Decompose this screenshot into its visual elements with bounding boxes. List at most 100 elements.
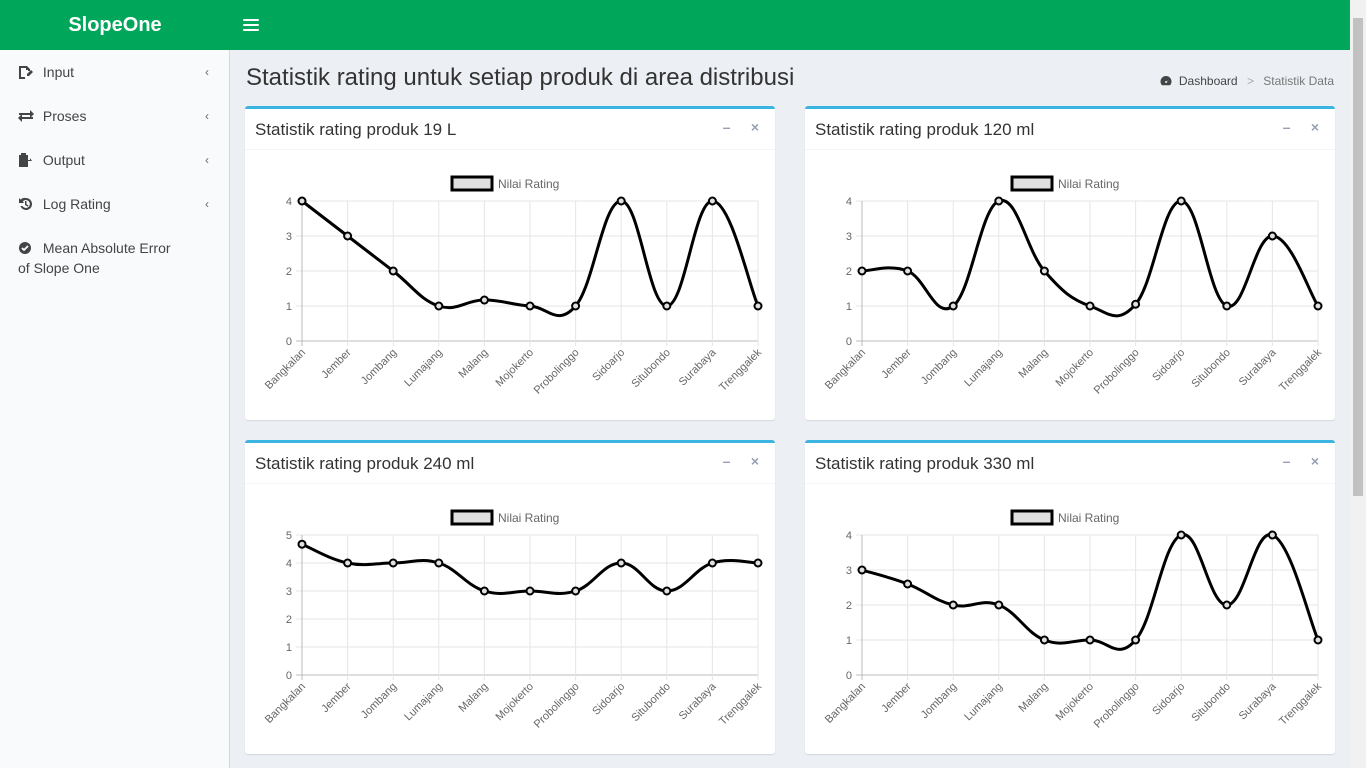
data-point[interactable] <box>707 558 717 568</box>
data-point[interactable] <box>1313 301 1323 311</box>
data-point[interactable] <box>297 196 307 206</box>
data-point[interactable] <box>1222 600 1232 610</box>
data-point[interactable] <box>616 196 626 206</box>
x-tick-label: Sidoarjo <box>590 347 627 384</box>
x-tick-label: Bangkalan <box>263 681 308 726</box>
sidebar-item-output[interactable]: Output ‹ <box>0 138 229 182</box>
x-tick-label: Malang <box>1017 681 1051 715</box>
x-tick-label: Jombang <box>919 347 959 387</box>
data-point[interactable] <box>857 565 867 575</box>
data-point[interactable] <box>1085 301 1095 311</box>
data-point[interactable] <box>662 301 672 311</box>
exchange-icon <box>18 110 34 122</box>
chart-box-19l: Statistik rating produk 19 L – × Nilai R… <box>245 106 775 420</box>
data-point[interactable] <box>753 301 763 311</box>
legend-label: Nilai Rating <box>1058 177 1119 191</box>
chart-legend[interactable]: Nilai Rating <box>1010 509 1119 526</box>
y-tick-label: 4 <box>846 530 852 542</box>
data-point[interactable] <box>297 539 307 549</box>
y-tick-label: 0 <box>846 670 852 682</box>
data-point[interactable] <box>903 579 913 589</box>
data-point[interactable] <box>948 301 958 311</box>
data-point[interactable] <box>948 600 958 610</box>
line-chart: Nilai Rating 0 1 2 3 4 5 Bangkalan Jember Jombang… <box>263 509 764 731</box>
chart-grid <box>856 534 1319 680</box>
data-point[interactable] <box>388 266 398 276</box>
data-point[interactable] <box>1131 299 1141 309</box>
sidebar-item-input[interactable]: Input ‹ <box>0 50 229 94</box>
data-point[interactable] <box>1267 530 1277 540</box>
data-point[interactable] <box>1039 635 1049 645</box>
sidebar-item-mae[interactable]: Mean Absolute Error of Slope One <box>0 226 229 286</box>
x-tick-label: Probolinggo <box>1092 681 1142 731</box>
chart-box-240ml: Statistik rating produk 240 ml – × Nilai… <box>245 440 775 754</box>
data-point[interactable] <box>1176 530 1186 540</box>
x-tick-label: Lumajang <box>962 681 1005 724</box>
y-tick-label: 5 <box>286 530 292 542</box>
data-point[interactable] <box>343 558 353 568</box>
breadcrumb: Dashboard > Statistik Data <box>1160 74 1334 88</box>
sidebar-item-log-rating[interactable]: Log Rating ‹ <box>0 182 229 226</box>
data-point[interactable] <box>857 266 867 276</box>
data-point[interactable] <box>1222 301 1232 311</box>
x-tick-label: Jember <box>319 680 354 715</box>
data-point[interactable] <box>1267 231 1277 241</box>
minimize-icon[interactable]: – <box>1282 119 1291 135</box>
data-point[interactable] <box>571 586 581 596</box>
data-point[interactable] <box>479 295 489 305</box>
data-point[interactable] <box>1313 635 1323 645</box>
close-icon[interactable]: × <box>750 119 760 135</box>
x-tick-label: Surabaya <box>677 346 719 388</box>
legend-label: Nilai Rating <box>498 511 559 525</box>
data-point[interactable] <box>903 266 913 276</box>
x-tick-label: Probolinggo <box>532 681 582 731</box>
legend-label: Nilai Rating <box>498 177 559 191</box>
data-point[interactable] <box>1085 635 1095 645</box>
data-point[interactable] <box>1039 266 1049 276</box>
box-header: Statistik rating produk 330 ml – × <box>805 443 1335 484</box>
x-tick-label: Probolinggo <box>532 347 582 397</box>
data-point[interactable] <box>1176 196 1186 206</box>
breadcrumb-home-link[interactable]: Dashboard <box>1178 74 1238 88</box>
x-tick-label: Mojokerto <box>493 347 536 390</box>
x-tick-label: Probolinggo <box>1092 347 1142 397</box>
data-point[interactable] <box>571 301 581 311</box>
page-scrollbar[interactable] <box>1350 0 1366 768</box>
close-icon[interactable]: × <box>750 453 760 469</box>
scrollbar-thumb[interactable] <box>1353 18 1363 496</box>
y-tick-label: 1 <box>286 642 292 654</box>
data-point[interactable] <box>753 558 763 568</box>
minimize-icon[interactable]: – <box>722 119 731 135</box>
data-point[interactable] <box>388 558 398 568</box>
data-point[interactable] <box>434 301 444 311</box>
close-icon[interactable]: × <box>1310 119 1320 135</box>
y-tick-label: 4 <box>286 558 292 570</box>
sidebar: Input ‹ Proses ‹ Output ‹ Log Rating ‹ M… <box>0 50 230 768</box>
data-point[interactable] <box>479 586 489 596</box>
data-point[interactable] <box>707 196 717 206</box>
data-point[interactable] <box>525 586 535 596</box>
check-circle-icon <box>19 242 31 254</box>
chart-legend[interactable]: Nilai Rating <box>450 175 559 192</box>
data-point[interactable] <box>434 558 444 568</box>
chart-legend[interactable]: Nilai Rating <box>1010 175 1119 192</box>
data-point[interactable] <box>1131 635 1141 645</box>
sidebar-toggle-icon[interactable] <box>243 15 259 35</box>
legend-swatch <box>1010 175 1054 192</box>
data-point[interactable] <box>662 586 672 596</box>
minimize-icon[interactable]: – <box>722 453 731 469</box>
data-point[interactable] <box>616 558 626 568</box>
sidebar-item-proses[interactable]: Proses ‹ <box>0 94 229 138</box>
data-point[interactable] <box>994 600 1004 610</box>
sidebar-item-label-line2: of Slope One <box>18 260 100 276</box>
app-logo[interactable]: SlopeOne <box>68 14 162 36</box>
x-tick-label: Bangkalan <box>823 681 868 726</box>
close-icon[interactable]: × <box>1310 453 1320 469</box>
data-point[interactable] <box>525 301 535 311</box>
box-tools: – × <box>711 119 763 137</box>
x-tick-label: Trenggalek <box>1277 680 1324 727</box>
minimize-icon[interactable]: – <box>1282 453 1291 469</box>
chart-legend[interactable]: Nilai Rating <box>450 509 559 526</box>
data-point[interactable] <box>994 196 1004 206</box>
data-point[interactable] <box>343 231 353 241</box>
